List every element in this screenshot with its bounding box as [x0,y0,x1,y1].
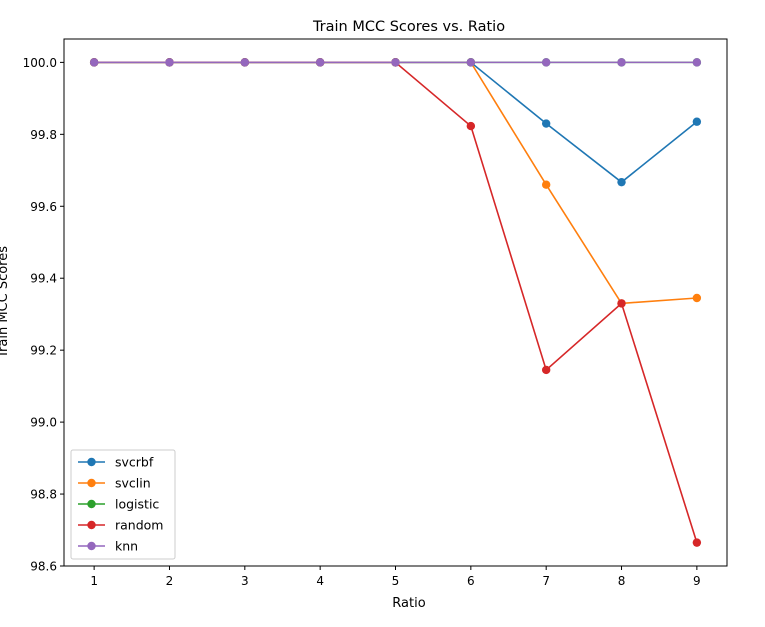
y-tick-label: 98.6 [30,560,57,574]
x-tick-label: 5 [392,574,400,588]
x-tick-label: 4 [316,574,324,588]
data-point-random [617,299,626,308]
legend-item-random: random [78,518,163,533]
legend-swatch-marker [87,520,96,530]
data-point-svclin [541,180,551,189]
series-svcrbf [89,58,702,187]
data-point-knn [89,58,99,67]
series-svclin [89,58,702,308]
y-tick-label: 99.8 [30,128,57,142]
x-tick-label: 9 [693,574,701,588]
legend-label: random [115,518,163,533]
y-tick-label: 100.0 [23,56,57,70]
x-tick-label: 8 [618,574,626,588]
x-tick-label: 3 [241,574,249,588]
x-tick-label: 7 [542,574,550,588]
series-random [89,58,702,547]
y-tick-label: 99.0 [30,416,57,430]
data-point-random [541,365,551,375]
legend-swatch-marker [87,541,96,551]
y-tick-label: 98.8 [30,488,57,502]
data-point-knn [466,58,476,67]
legend-item-logistic: logistic [78,497,159,512]
legend-label: svcrbf [115,455,154,470]
y-tick-label: 99.2 [30,344,57,358]
data-point-knn [240,58,250,67]
legend-swatch-marker [87,457,96,467]
data-point-svcrbf [617,177,626,187]
legend-swatch-marker [87,478,96,488]
legend-item-svcrbf: svcrbf [78,455,154,470]
series-layer [89,58,702,547]
series-knn [89,58,702,67]
data-point-svcrbf [692,117,702,126]
legend: svcrbf svclin logistic random knn [70,449,176,560]
data-point-knn [617,58,626,67]
series-line-svcrbf [94,61,698,184]
y-axis-label: Train MCC Scores [0,246,11,359]
data-point-knn [391,58,400,67]
x-axis-label: Ratio [392,596,425,611]
series-line-random [94,61,698,543]
data-point-svclin [692,293,702,303]
y-tick-label: 99.4 [30,272,57,286]
series-line-svclin [94,61,697,305]
x-tick-label: 6 [467,574,475,588]
legend-item-svclin: svclin [78,476,151,491]
data-point-random [692,538,702,547]
legend-label: logistic [115,497,159,512]
legend-label: knn [115,539,138,554]
data-point-knn [692,58,702,67]
x-axis: 1 2 3 4 5 6 7 8 9 [90,566,701,588]
data-point-random [466,121,476,131]
legend-item-knn: knn [78,539,138,554]
chart-title: Train MCC Scores vs. Ratio [312,19,505,35]
y-axis: 98.6 98.8 99.0 99.2 99.4 99.6 99.8 100.0 [23,56,64,574]
data-point-knn [315,58,325,67]
data-point-knn [541,58,551,67]
legend-box [70,449,176,560]
legend-swatch-marker [87,499,96,509]
data-point-knn [165,58,174,67]
x-tick-label: 2 [166,574,174,588]
legend-label: svclin [115,476,151,491]
data-point-svcrbf [541,119,551,128]
y-tick-label: 99.6 [30,200,57,214]
x-tick-label: 1 [90,574,98,588]
